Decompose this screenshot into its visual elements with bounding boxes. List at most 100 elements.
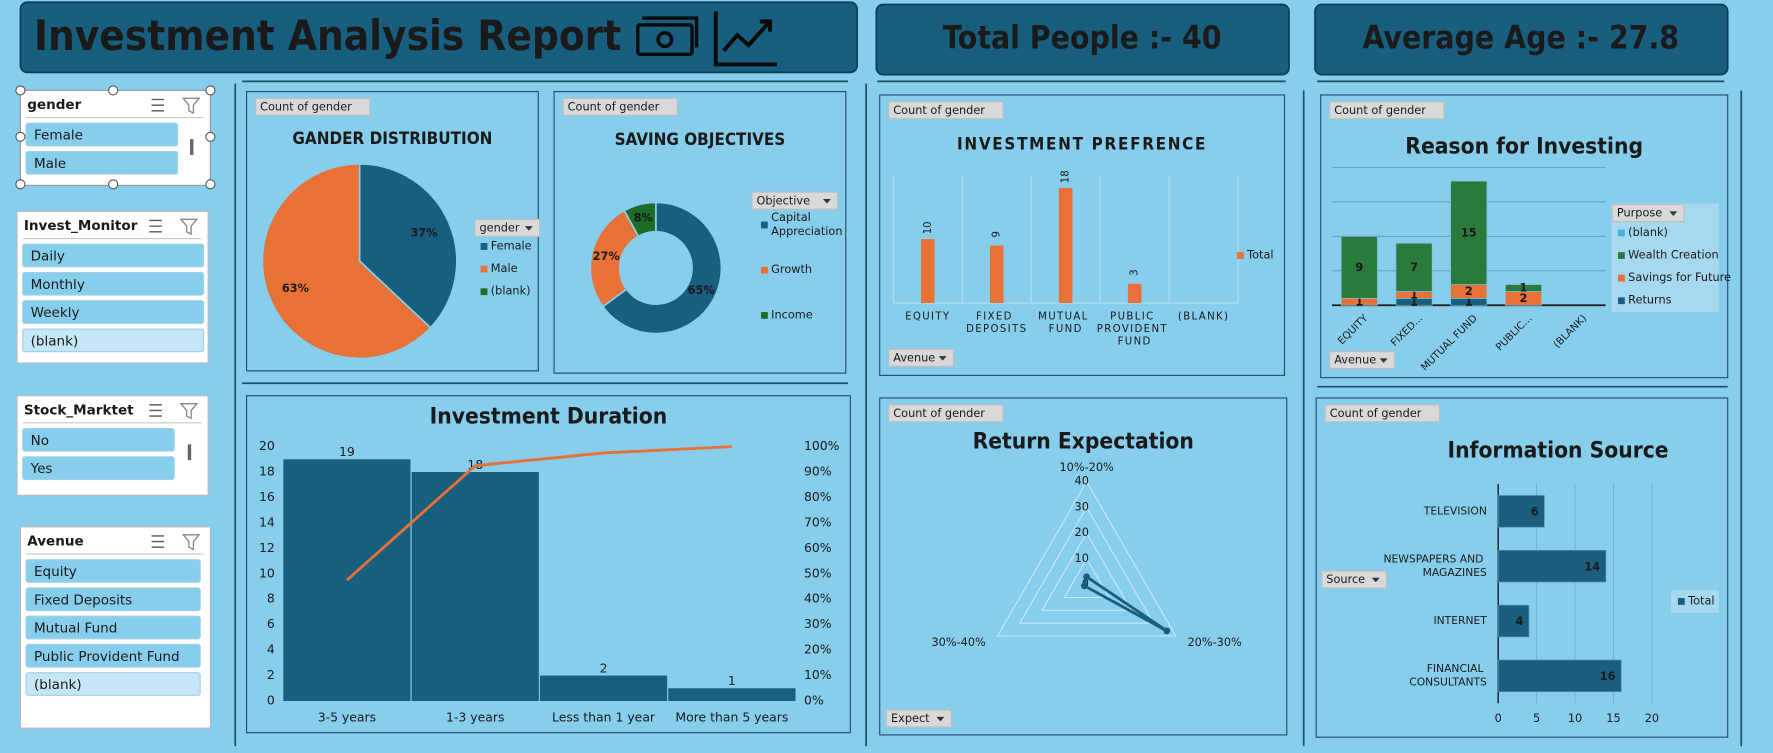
kpi-box	[1314, 3, 1729, 76]
slicer-item[interactable]	[25, 672, 201, 696]
slicer-item-label[interactable]: (blank)	[34, 677, 82, 693]
filter-button[interactable]	[885, 709, 952, 728]
pie-slice	[358, 163, 458, 329]
category-label: 20%-30%	[1187, 636, 1242, 649]
data-label: 15	[1461, 226, 1477, 239]
filter-button-label[interactable]: Avenue	[1334, 354, 1376, 367]
slicer-item-label[interactable]: Fixed Deposits	[34, 592, 132, 608]
chart-title: GANDER DISTRIBUTION	[292, 128, 492, 148]
legend-swatch	[1618, 252, 1625, 259]
slicer-item[interactable]	[22, 427, 175, 452]
slicer-item-label[interactable]: Equity	[34, 564, 77, 580]
legend-filter-button-arrow	[822, 198, 831, 204]
data-label: 63%	[282, 282, 309, 295]
x-tick-label: MUTUAL FUND	[1038, 312, 1093, 335]
slicer-title: Avenue	[27, 534, 84, 550]
slicer-title: gender	[27, 97, 81, 113]
slicer-item[interactable]	[22, 271, 205, 296]
slicer-item[interactable]	[25, 559, 201, 583]
multi-select-icon	[149, 219, 162, 233]
slicer-item[interactable]	[22, 243, 205, 268]
slicer-item-label[interactable]: Weekly	[31, 305, 80, 321]
x-tick-label: (BLANK)	[1178, 312, 1230, 323]
x-tick-label: More than 5 years	[675, 709, 788, 724]
legend-filter-button-label[interactable]: gender	[479, 221, 519, 234]
filter-button-label[interactable]: Source	[1326, 573, 1365, 586]
slicer-item-label[interactable]: Female	[34, 128, 83, 144]
filter-button[interactable]	[1329, 351, 1395, 370]
slicer-item[interactable]	[25, 615, 201, 640]
filter-button[interactable]	[888, 348, 954, 367]
chart-title: Investment Duration	[430, 404, 668, 430]
clear-filter-icon	[181, 534, 201, 551]
slicer-item[interactable]	[25, 643, 201, 668]
data-label: 6	[1531, 505, 1539, 518]
slicer-item-label[interactable]: Yes	[30, 461, 53, 477]
y-tick-label: 2	[267, 667, 275, 682]
data-label: 1	[1520, 282, 1528, 295]
bar	[1497, 659, 1622, 693]
slicer-item-label[interactable]: No	[31, 433, 49, 449]
chart-panel	[879, 397, 1288, 736]
x-tick-label: 0	[1495, 712, 1502, 725]
grid-line	[1063, 557, 1110, 598]
slicer-item[interactable]	[22, 300, 205, 324]
filter-button-label[interactable]: Avenue	[893, 351, 935, 364]
data-label: 2	[1465, 285, 1473, 298]
field-button	[562, 97, 678, 116]
slicer-item[interactable]	[25, 587, 201, 612]
legend-filter-button-label[interactable]: Purpose	[1617, 207, 1662, 220]
legend-swatch	[480, 243, 488, 250]
data-label: 4	[1515, 615, 1523, 628]
radar-line	[1082, 574, 1168, 633]
y2-tick-label: 100%	[804, 438, 840, 453]
bar-segment	[1450, 180, 1488, 285]
filter-button[interactable]	[1321, 570, 1388, 589]
r-tick-label: 40	[1075, 475, 1089, 488]
slicer-item-label[interactable]: Male	[34, 156, 66, 172]
slicer-item[interactable]	[22, 456, 175, 480]
data-label: 7	[1410, 261, 1418, 274]
slicer-item[interactable]	[25, 150, 179, 175]
slicer-scrollbar	[187, 444, 192, 461]
slicer-item-label[interactable]: (blank)	[31, 333, 79, 349]
y-tick-label: 12	[259, 540, 275, 555]
chart-title: Reason for Investing	[1405, 133, 1643, 159]
slicer-item-label[interactable]: Monthly	[31, 277, 85, 293]
bar	[920, 239, 935, 304]
legend-label: Growth	[771, 263, 812, 276]
kpi-average-age: Average Age :- 27.8	[1362, 21, 1679, 57]
data-label: 16	[1600, 670, 1616, 683]
field-button-label: Count of gender	[1334, 104, 1426, 117]
data-label: 2	[600, 660, 608, 675]
legend-swatch	[480, 265, 488, 273]
legend-filter-button[interactable]	[751, 191, 839, 210]
filter-button-arrow	[1371, 577, 1380, 583]
y2-tick-label: 40%	[804, 591, 832, 606]
data-label: 1	[1465, 295, 1473, 308]
x-tick-label: 5	[1533, 712, 1540, 725]
data-label: 10	[923, 221, 934, 234]
data-label: 14	[1584, 560, 1600, 573]
slicer-item-label[interactable]: Mutual Fund	[34, 621, 117, 637]
legend-filter-button[interactable]	[474, 218, 541, 237]
donut-slice	[623, 201, 657, 238]
legend-filter-button-label[interactable]: Objective	[756, 194, 810, 207]
legend-label: (blank)	[1628, 226, 1668, 239]
slicer-item-label[interactable]: Daily	[31, 249, 65, 265]
slicer-item[interactable]	[25, 122, 179, 147]
y2-tick-label: 70%	[804, 514, 832, 529]
y-tick-label: 8	[267, 591, 275, 606]
y-tick-label: INTERNET	[1433, 614, 1487, 627]
selection-handle	[205, 131, 216, 142]
legend-filter-button[interactable]	[1611, 204, 1685, 223]
chart-panel	[879, 94, 1286, 376]
filter-button-label[interactable]: Expect	[891, 712, 930, 725]
slicer-item-label[interactable]: Public Provident Fund	[34, 649, 180, 665]
legend-swatch	[480, 288, 488, 296]
y-tick-label: NEWSPAPERS AND MAGAZINES	[1383, 552, 1487, 579]
data-label: 9	[1355, 261, 1363, 274]
x-tick-label: EQUITY	[905, 312, 950, 323]
slicer-item[interactable]	[22, 328, 205, 353]
